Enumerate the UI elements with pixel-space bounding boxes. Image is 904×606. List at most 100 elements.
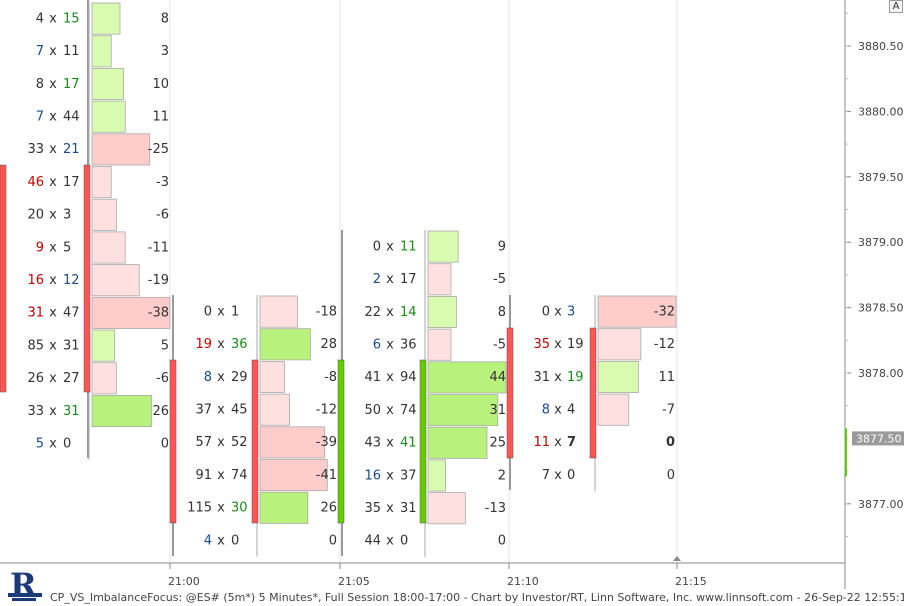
- delta-value: -5: [493, 272, 506, 287]
- delta-value: 26: [152, 404, 169, 419]
- delta-bar: [259, 491, 309, 524]
- cross-separator: x: [49, 240, 57, 255]
- delta-bar: [259, 426, 326, 459]
- delta-value: -6: [156, 371, 169, 386]
- delta-bar: [597, 295, 677, 328]
- delta-value: 0: [498, 534, 506, 549]
- delta-value: -39: [316, 435, 337, 450]
- cross-separator: x: [49, 273, 57, 288]
- ask-volume: 36: [400, 337, 417, 352]
- ask-volume: 15: [63, 11, 80, 26]
- bid-volume: 8: [542, 402, 550, 417]
- delta-bar: [427, 426, 488, 459]
- delta-value: -8: [324, 370, 337, 385]
- delta-bar: [259, 459, 328, 492]
- cross-separator: x: [386, 501, 394, 516]
- cross-separator: x: [554, 435, 562, 450]
- delta-bar: [91, 296, 171, 329]
- bid-volume: 20: [27, 208, 44, 223]
- delta-value: 2: [498, 468, 506, 483]
- delta-bar: [91, 2, 121, 35]
- delta-value: -12: [654, 337, 675, 352]
- cross-separator: x: [217, 402, 225, 417]
- cross-separator: x: [217, 435, 225, 450]
- cross-separator: x: [217, 501, 225, 516]
- delta-bar: [91, 329, 116, 362]
- delta-bar: [427, 328, 452, 361]
- cross-separator: x: [217, 533, 225, 548]
- cross-separator: x: [554, 370, 562, 385]
- ask-volume: 94: [400, 370, 417, 385]
- bid-volume: 5: [36, 436, 44, 451]
- ask-volume: 37: [400, 468, 417, 483]
- ask-volume: 12: [63, 273, 80, 288]
- ask-volume: 17: [63, 175, 80, 190]
- cross-separator: x: [386, 534, 394, 549]
- investor-rt-logo-icon: R: [6, 566, 46, 604]
- ask-volume: 74: [231, 468, 248, 483]
- bid-volume: 19: [195, 337, 212, 352]
- delta-value: -19: [148, 273, 169, 288]
- price-tick-label: 3880.50: [858, 40, 904, 53]
- candle-body: [0, 164, 7, 393]
- cross-separator: x: [49, 208, 57, 223]
- cross-separator: x: [49, 142, 57, 157]
- delta-value: -5: [493, 337, 506, 352]
- cross-separator: x: [49, 306, 57, 321]
- autoscale-button[interactable]: A: [889, 0, 903, 13]
- svg-text:R: R: [10, 566, 37, 604]
- ask-volume: 29: [231, 370, 248, 385]
- bid-volume: 33: [27, 404, 44, 419]
- time-tick-label: 21:10: [507, 575, 539, 588]
- delta-bar: [259, 393, 291, 426]
- candle-body: [337, 359, 345, 524]
- price-tick-label: 3877.00: [858, 498, 904, 511]
- cross-separator: x: [386, 239, 394, 254]
- delta-value: 5: [161, 338, 169, 353]
- bid-volume: 0: [373, 239, 381, 254]
- bid-volume: 33: [27, 142, 44, 157]
- bid-volume: 7: [542, 468, 550, 483]
- candle-body: [169, 359, 177, 524]
- delta-value: 11: [658, 370, 675, 385]
- delta-value: -13: [485, 501, 506, 516]
- bid-volume: 16: [364, 468, 381, 483]
- ask-volume: 0: [400, 534, 408, 549]
- cross-separator: x: [386, 436, 394, 451]
- cross-separator: x: [386, 305, 394, 320]
- delta-bar: [427, 361, 507, 394]
- ask-volume: 31: [63, 338, 80, 353]
- cross-separator: x: [386, 403, 394, 418]
- bid-volume: 43: [364, 436, 381, 451]
- bid-volume: 4: [204, 533, 212, 548]
- delta-value: -12: [316, 402, 337, 417]
- price-tick-label: 3879.50: [858, 171, 904, 184]
- delta-bar: [597, 360, 639, 393]
- ask-volume: 31: [400, 501, 417, 516]
- cross-separator: x: [386, 337, 394, 352]
- ask-volume: 19: [567, 370, 584, 385]
- ask-volume: 3: [63, 208, 71, 223]
- ask-volume: 30: [231, 501, 248, 516]
- chart-footer: CP_VS_ImbalanceFocus: @ES# (5m*) 5 Minut…: [50, 591, 904, 604]
- bid-volume: 9: [36, 240, 44, 255]
- delta-bar: [91, 231, 126, 264]
- delta-value: 0: [329, 533, 337, 548]
- delta-value: -25: [148, 142, 169, 157]
- cross-separator: x: [217, 304, 225, 319]
- delta-bar: [427, 230, 459, 263]
- bid-volume: 7: [36, 44, 44, 59]
- price-tick-label: 3879.00: [858, 236, 904, 249]
- bid-volume: 115: [187, 501, 212, 516]
- current-price-label: 3877.50: [856, 432, 902, 445]
- ask-volume: 7: [567, 435, 576, 450]
- cross-separator: x: [49, 11, 57, 26]
- cross-separator: x: [49, 109, 57, 124]
- bid-volume: 2: [373, 272, 381, 287]
- delta-value: 8: [161, 11, 169, 26]
- ask-volume: 4: [567, 402, 575, 417]
- bid-volume: 41: [364, 370, 381, 385]
- price-tick-label: 3878.00: [858, 367, 904, 380]
- cross-separator: x: [217, 468, 225, 483]
